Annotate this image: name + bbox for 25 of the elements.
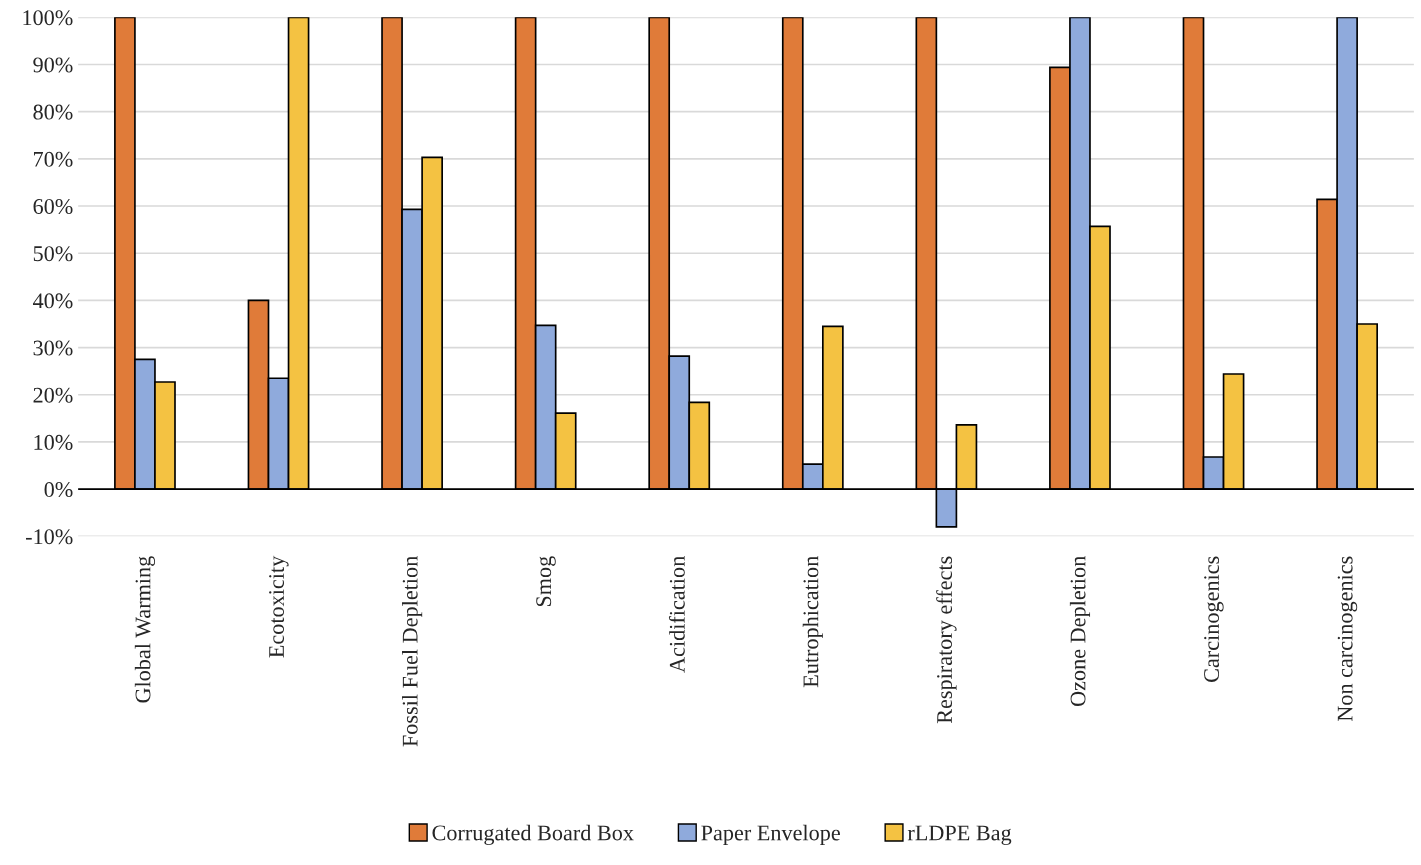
legend-label: rLDPE Bag: [907, 825, 1012, 845]
y-tick-label: 0%: [44, 482, 73, 498]
x-tick-label: Eutrophication: [802, 556, 823, 688]
y-tick-label: 30%: [33, 340, 73, 356]
y-tick-label: 90%: [33, 57, 73, 73]
legend-label: Paper Envelope: [701, 824, 840, 845]
x-tick-label: Smog: [536, 556, 556, 607]
y-tick-label: -10%: [25, 529, 73, 545]
x-tick-label: Fossil Fuel Depletion: [402, 556, 423, 747]
y-tick-label: 70%: [34, 151, 73, 167]
y-tick-label: 60%: [33, 198, 73, 215]
legend-label: Corrugated Board Box: [432, 824, 634, 845]
x-tick-label: Acidification: [668, 556, 685, 673]
x-tick-label: Non carcinogenics: [1337, 556, 1358, 722]
y-tick-label: 50%: [33, 246, 73, 262]
y-tick-label: 40%: [33, 293, 73, 309]
y-tick-label: 100%: [23, 10, 73, 26]
y-tick-label: 80%: [33, 104, 73, 120]
y-tick-label: 20%: [33, 387, 73, 403]
x-tick-label: Respiratory effects: [936, 556, 957, 724]
x-tick-label: Ozone Depletion: [1069, 556, 1091, 707]
x-tick-label: Ecotoxicity: [269, 555, 289, 658]
x-tick-label: Global Warming: [134, 556, 156, 703]
x-tick-label: Carcinogenics: [1204, 556, 1224, 682]
y-tick-label: 10%: [34, 434, 73, 450]
